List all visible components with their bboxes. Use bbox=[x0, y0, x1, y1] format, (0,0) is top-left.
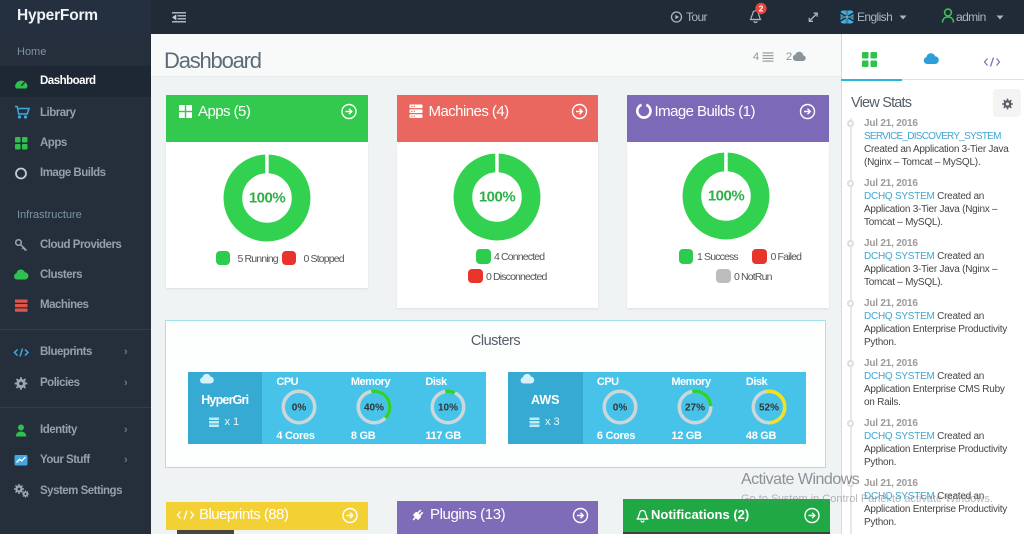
svg-text:27%: 27% bbox=[684, 403, 704, 414]
svg-text:Tour: Tour bbox=[686, 10, 708, 24]
svg-text:0%: 0% bbox=[292, 403, 307, 414]
svg-text:100%: 100% bbox=[708, 188, 745, 205]
svg-text:52%: 52% bbox=[759, 403, 779, 414]
svg-text:100%: 100% bbox=[479, 188, 516, 205]
svg-text:10%: 10% bbox=[438, 403, 458, 414]
svg-text:40%: 40% bbox=[363, 403, 383, 414]
svg-text:admin: admin bbox=[956, 10, 986, 24]
svg-text:2: 2 bbox=[759, 4, 764, 14]
svg-text:English: English bbox=[857, 10, 892, 24]
svg-text:0%: 0% bbox=[613, 403, 628, 414]
svg-text:100%: 100% bbox=[249, 190, 286, 207]
